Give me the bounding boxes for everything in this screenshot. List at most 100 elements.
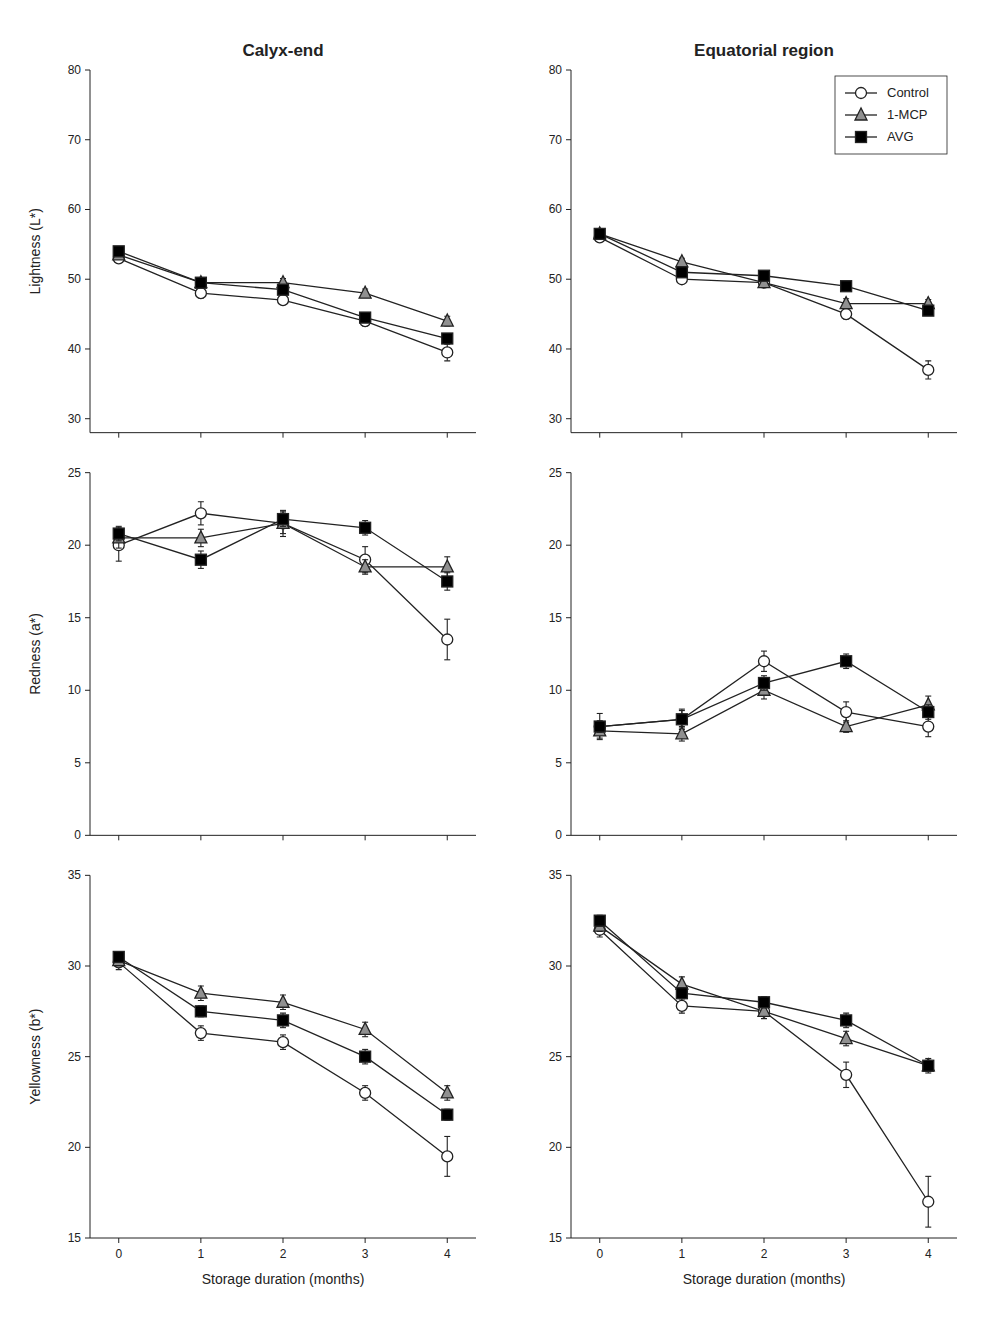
point [360,312,371,323]
x-axis-label: Storage duration (months) [683,1271,846,1287]
point [441,1086,453,1098]
error-bar-cap [362,1085,368,1086]
y-tick [85,875,90,876]
subplot: 152025303501234Storage duration (months) [549,868,957,1287]
y-tick-label: 25 [549,466,563,480]
y-tick-label: 30 [68,412,82,426]
error-bar-cap [444,556,450,557]
error-bar-cap [280,511,286,512]
title: Equatorial region [694,41,834,60]
error-bar-cap [679,740,685,741]
y-tick [85,617,90,618]
legend-label: Control [887,85,929,100]
point [278,514,289,525]
x-tick [365,835,366,840]
y-tick [85,348,90,349]
point [676,267,687,278]
x-tick [365,1238,366,1243]
y-tick-label: 25 [68,1050,82,1064]
point [676,714,687,725]
y-tick-label: 60 [68,202,82,216]
error-bar-cap [362,1100,368,1101]
point [442,1109,453,1120]
y-tick-label: 40 [68,342,82,356]
x-tick-label: 4 [444,1247,451,1261]
point [442,333,453,344]
error-bar-cap [362,574,368,575]
x-tick [118,835,119,840]
error-bar-cap [761,671,767,672]
x-tick [200,835,201,840]
point [922,1059,934,1071]
x-tick [599,835,600,840]
error-bar-cap [362,1036,368,1037]
x-tick [764,433,765,438]
plot-area [594,651,935,741]
y-tick-label: 10 [549,683,563,697]
error-bar-cap [444,659,450,660]
error-bar-cap [843,1013,849,1014]
point [840,720,852,732]
error-bar-cap [198,524,204,525]
point [594,721,605,732]
x-tick [681,433,682,438]
y-tick [85,209,90,210]
point [278,284,289,295]
error-bar-cap [280,1034,286,1035]
x-tick [118,433,119,438]
plot-area [113,246,454,361]
error-bar-cap [925,736,931,737]
point [841,707,852,718]
error-bar-cap [116,526,122,527]
point [441,560,453,572]
point [359,1022,371,1034]
y-tick-label: 15 [68,1231,82,1245]
error-bar-cap [444,360,450,361]
y-tick [85,139,90,140]
y-tick [85,472,90,473]
x-tick [599,1238,600,1243]
point [759,678,770,689]
legend-item: Control [845,85,929,100]
series-line [119,251,448,338]
y-tick-label: 25 [68,466,82,480]
x-tick [681,1238,682,1243]
point [759,997,770,1008]
error-bar-cap [843,701,849,702]
series-line [119,255,448,321]
series-line [600,234,929,304]
legend-marker [856,132,867,143]
series-line [119,258,448,352]
point [840,1032,852,1044]
x-tick [846,1238,847,1243]
error-bar-cap [444,1136,450,1137]
point [841,1015,852,1026]
point [195,508,206,519]
series-line [600,930,929,1202]
error-bar-cap [761,690,767,691]
y-tick [566,348,571,349]
error-bar-cap [116,540,122,541]
error-bar-cap [679,710,685,711]
point [278,1037,289,1048]
y-tick [85,762,90,763]
x-tick [447,835,448,840]
error-bar-cap [444,1100,450,1101]
error-bar-cap [198,501,204,502]
x-tick [928,1238,929,1243]
y-tick-label: 30 [549,959,563,973]
y-tick-label: 70 [549,133,563,147]
y-axis [90,473,91,836]
point [594,721,605,732]
x-tick [681,835,682,840]
error-bar-cap [843,668,849,669]
series-line [119,961,448,1093]
x-tick [283,433,284,438]
error-bar-cap [843,1045,849,1046]
error-bar-cap [925,378,931,379]
point [841,656,852,667]
y-tick [566,875,571,876]
y-axis-label: Yellowness (b*) [27,1009,43,1105]
y-tick-label: 80 [68,63,82,77]
error-bar-cap [362,1063,368,1064]
